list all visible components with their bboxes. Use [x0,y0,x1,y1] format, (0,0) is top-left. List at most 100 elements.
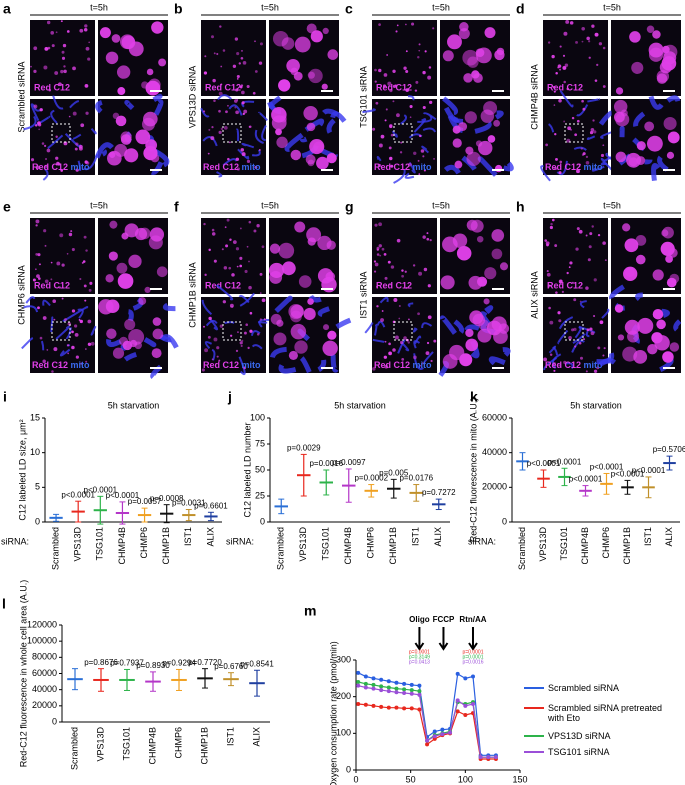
series-marker [455,671,460,676]
lipid-droplet [44,158,48,161]
p-value: p=0.0176 [399,474,433,483]
lipid-droplet [119,336,129,346]
lipid-droplet [661,56,677,71]
mito-signal [241,142,255,149]
lipid-droplet [244,331,247,335]
lipid-droplet [223,126,228,130]
lipid-droplet [208,128,211,131]
mito-signal [101,149,107,157]
lipid-droplet [259,318,263,321]
stain-label: Red C12 mito [203,360,261,370]
micrograph [543,99,608,175]
lipid-droplet [134,227,148,241]
panel-letter: d [516,1,525,17]
lipid-droplet [387,81,392,86]
lipid-droplet [405,50,408,53]
x-tick-label: ALIX [433,527,443,547]
lipid-droplet [440,275,455,290]
mito-signal [23,115,37,131]
stain-label: Red C12 mito [545,162,603,172]
lipid-droplet [581,26,585,31]
panel-letter: i [3,389,7,405]
lipid-droplet [307,298,314,305]
lipid-droplet [261,245,265,249]
lipid-droplet [401,357,405,361]
lipid-droplet [85,161,90,165]
mito-signal [217,94,233,101]
lipid-droplet [316,156,329,170]
lipid-droplet [390,164,394,168]
x-tick-label: CHMP4B [343,527,353,565]
mito-signal [488,356,506,366]
lipid-droplet [494,164,503,173]
mito-signal [159,334,179,349]
mito-signal [238,356,246,376]
lipid-droplet [263,318,266,321]
stain-label: Red C12 [34,82,70,92]
lipid-droplet [652,30,661,39]
lipid-droplet [243,366,246,370]
lipid-droplet [585,234,588,237]
lipid-droplet [207,152,210,155]
x-axis-label: siRNA: [1,536,29,546]
y-tick-label: 60000 [482,412,507,422]
lipid-droplet [408,162,412,167]
lipid-droplet [240,56,244,60]
lipid-droplet [46,349,49,351]
lipid-droplet [203,71,208,75]
lipid-droplet [546,270,549,273]
lipid-droplet [258,61,263,65]
series-marker [402,687,407,692]
lipid-droplet [422,155,425,158]
lipid-droplet [211,126,214,129]
lipid-droplet [588,56,591,59]
lipid-droplet [426,237,430,241]
mito-signal [559,90,574,108]
lipid-droplet [68,232,73,237]
lipid-droplet [35,252,39,256]
series-marker [470,674,475,679]
series-marker [409,688,414,693]
mito-signal [484,305,494,315]
lipid-droplet [224,226,227,229]
lipid-droplet [559,45,562,48]
chart-title: 5h starvation [334,400,386,410]
series-marker [386,689,391,694]
lipid-droplet [622,346,638,362]
lipid-droplet [247,346,250,350]
lipid-droplet [385,108,388,111]
lipid-droplet [246,159,251,163]
lipid-droplet [558,171,562,175]
lipid-droplet [210,136,215,141]
mito-signal [238,294,250,304]
lipid-droplet [646,135,663,152]
lipid-droplet [563,120,566,123]
lipid-droplet [576,169,580,174]
lipid-droplet [201,368,205,372]
mito-signal [258,111,268,122]
mito-signal [299,356,312,374]
x-tick-label: TSG101 [121,727,131,761]
lipid-droplet [75,168,79,172]
series-marker [386,679,391,684]
lipid-droplet [614,304,624,313]
lipid-droplet [48,88,52,92]
lipid-droplet [581,40,584,43]
lipid-droplet [222,300,226,304]
lipid-droplet [221,248,224,251]
lipid-droplet [252,91,256,95]
legend-swatch [524,751,544,753]
lipid-droplet [579,356,584,360]
lipid-droplet [63,65,66,68]
lipid-droplet [574,345,577,348]
mito-signal [404,172,415,179]
lipid-droplet [138,297,147,305]
mito-signal [77,308,84,319]
x-tick-label: CHMP1B [622,527,632,565]
mito-signal [648,95,664,110]
lipid-droplet [442,236,458,253]
lipid-droplet [219,25,222,28]
lipid-droplet [429,239,432,242]
lipid-droplet [426,341,430,345]
lipid-droplet [424,50,427,53]
